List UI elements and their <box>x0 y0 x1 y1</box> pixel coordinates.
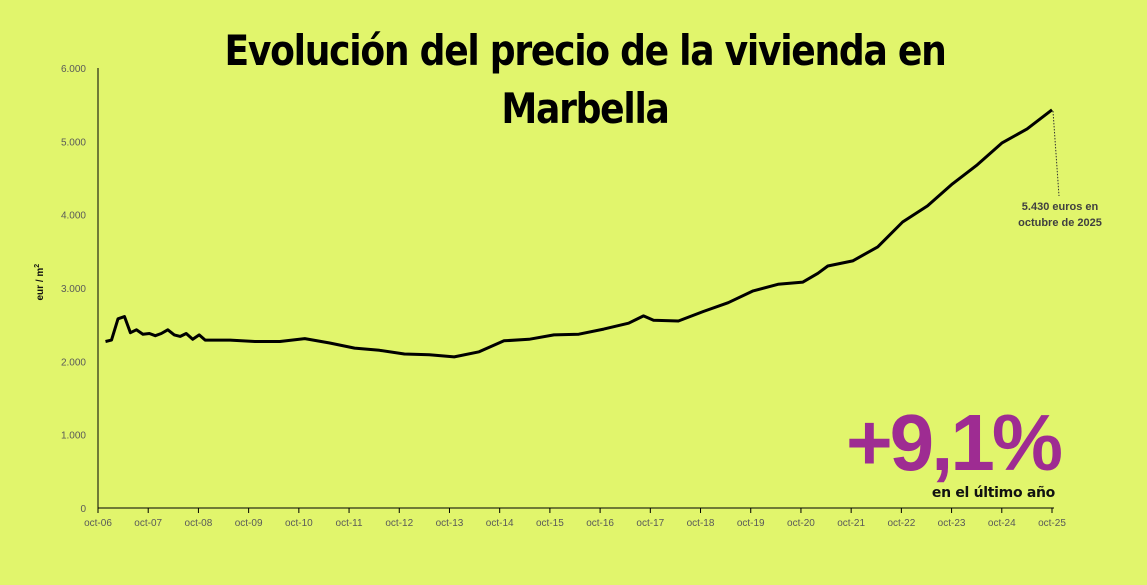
endpoint-annotation: 5.430 euros en octubre de 2025 <box>1000 199 1120 231</box>
annotation-line2: octubre de 2025 <box>1018 217 1102 229</box>
x-tick-label: oct-20 <box>787 518 815 529</box>
annotation-line1: 5.430 euros en <box>1021 201 1099 213</box>
price-series-line <box>105 108 1053 359</box>
x-axis-ticks: oct-06 oct-07 oct-08 oct-09 oct-10 oct-11 oct-… <box>84 508 1066 529</box>
annotation-leader-line <box>1052 110 1060 197</box>
chart-title-line2: Marbella <box>501 84 670 133</box>
y-tick-label: 5.000 <box>61 137 86 148</box>
x-tick-label: oct-07 <box>134 518 162 529</box>
x-tick-label: oct-18 <box>687 518 715 529</box>
x-tick-label: oct-08 <box>185 518 213 529</box>
x-tick-label: oct-12 <box>385 518 413 529</box>
y-tick-label: 4.000 <box>61 211 86 222</box>
y-tick-label: 1.000 <box>61 431 86 442</box>
y-tick-label: 0 <box>80 504 86 515</box>
x-tick-label: oct-17 <box>636 518 664 529</box>
x-tick-label: oct-06 <box>84 518 112 529</box>
y-tick-label: 2.000 <box>61 357 86 368</box>
x-tick-label: oct-19 <box>737 518 765 529</box>
x-tick-label: oct-13 <box>436 518 464 529</box>
yearly-change-caption: en el último año <box>931 485 1055 501</box>
x-tick-label: oct-14 <box>486 518 514 529</box>
yearly-change-value: +9,1% <box>845 398 1063 487</box>
chart-title: Evolución del precio de la vivienda en M… <box>211 22 959 138</box>
x-tick-label: oct-25 <box>1038 518 1066 529</box>
x-tick-label: oct-21 <box>837 518 865 529</box>
y-tick-label: 3.000 <box>61 284 86 295</box>
x-tick-label: oct-23 <box>938 518 966 529</box>
x-tick-label: oct-15 <box>536 518 564 529</box>
x-tick-label: oct-16 <box>586 518 614 529</box>
y-axis-ticks: 0 1.000 2.000 3.000 4.000 5.000 6.000 <box>61 64 86 515</box>
chart-title-line1: Evolución del precio de la vivienda en <box>224 26 946 75</box>
x-tick-label: oct-22 <box>887 518 915 529</box>
x-tick-label: oct-24 <box>988 518 1016 529</box>
x-tick-label: oct-11 <box>336 518 363 529</box>
y-tick-label: 6.000 <box>61 64 86 75</box>
x-tick-label: oct-09 <box>235 518 263 529</box>
x-tick-label: oct-10 <box>285 518 313 529</box>
